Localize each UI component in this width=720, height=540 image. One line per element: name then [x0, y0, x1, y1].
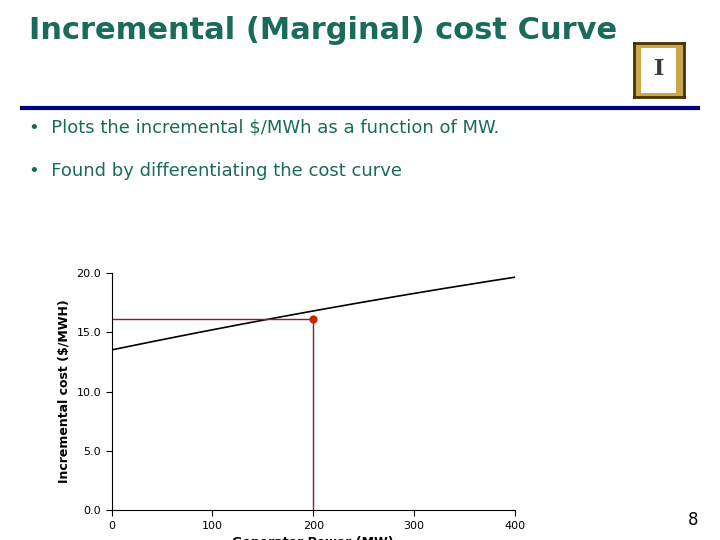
Point [307, 315, 319, 323]
Text: 8: 8 [688, 511, 698, 529]
Y-axis label: Incremental cost ($/MWH): Incremental cost ($/MWH) [58, 300, 71, 483]
Bar [641, 48, 677, 93]
Text: Incremental (Marginal) cost Curve: Incremental (Marginal) cost Curve [29, 16, 617, 45]
Text: •  Plots the incremental $/MWh as a function of MW.: • Plots the incremental $/MWh as a funct… [29, 119, 499, 137]
Text: I: I [654, 58, 664, 80]
Text: •  Found by differentiating the cost curve: • Found by differentiating the cost curv… [29, 162, 402, 180]
X-axis label: Generator Power (MW): Generator Power (MW) [233, 536, 394, 540]
